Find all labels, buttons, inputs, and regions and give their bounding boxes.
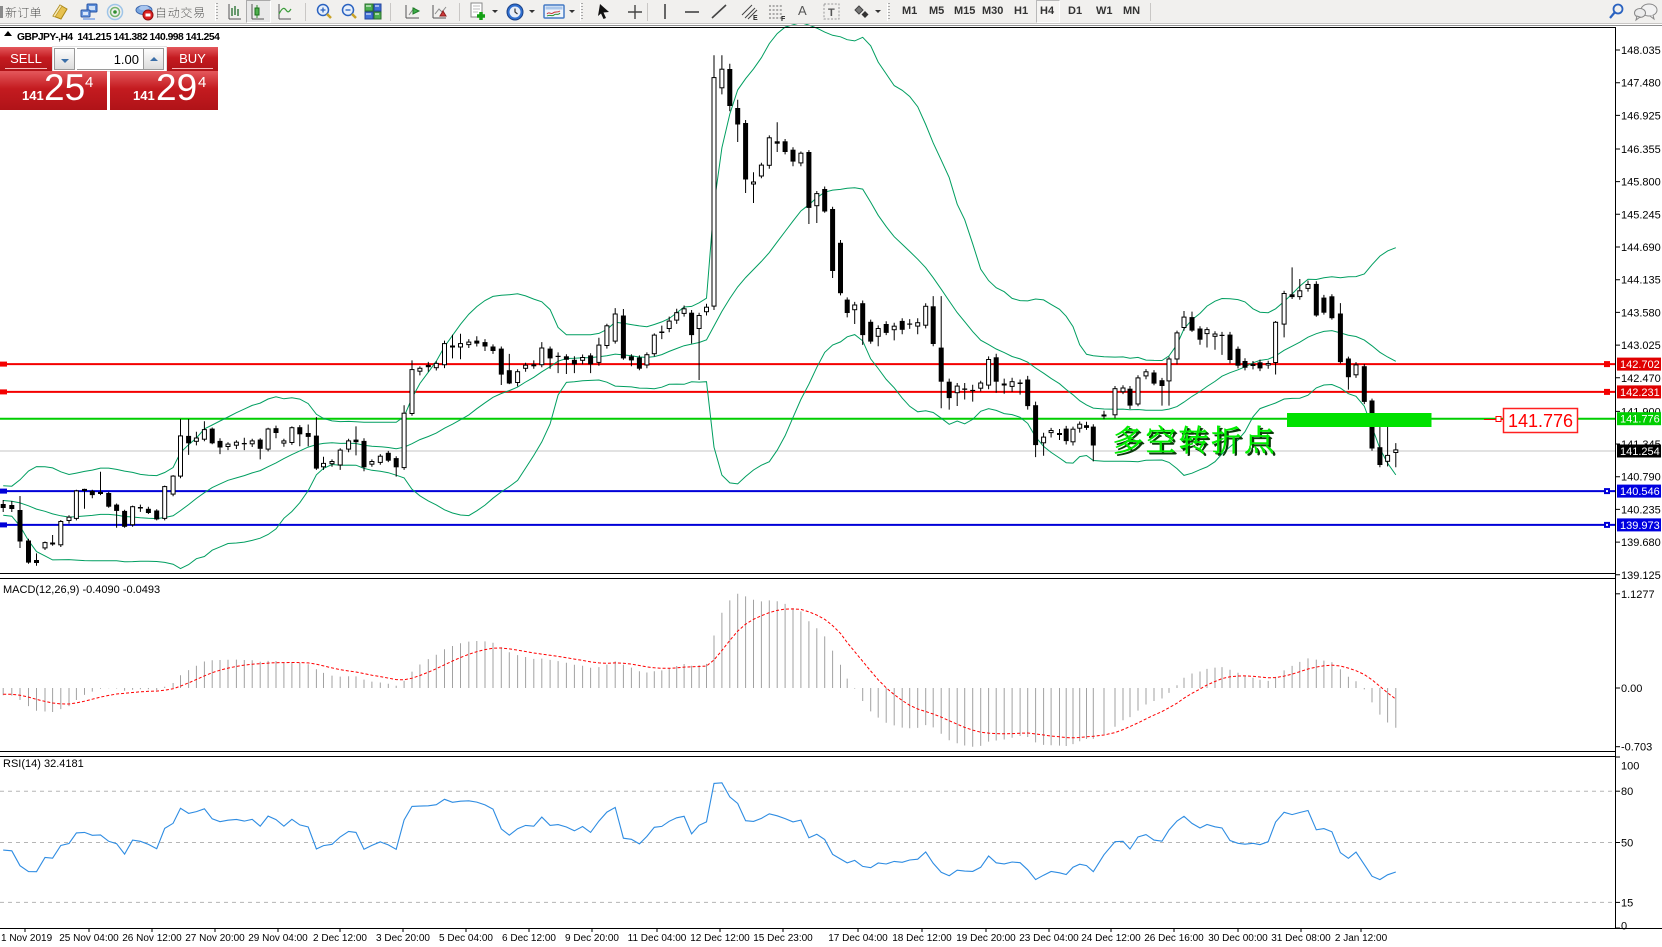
svg-text:9 Dec 20:00: 9 Dec 20:00 — [565, 933, 619, 944]
svg-text:144.135: 144.135 — [1621, 275, 1661, 287]
svg-text:147.480: 147.480 — [1621, 78, 1661, 90]
svg-text:1.1277: 1.1277 — [1621, 589, 1655, 601]
svg-text:GBPJPY-,H4 141.215 141.382 14: GBPJPY-,H4 141.215 141.382 140.998 141.2… — [17, 32, 220, 43]
svg-text:1 Nov 2019: 1 Nov 2019 — [1, 933, 53, 944]
svg-text:T: T — [828, 7, 835, 19]
svg-text:11 Dec 04:00: 11 Dec 04:00 — [628, 933, 687, 944]
svg-text:23 Dec 04:00: 23 Dec 04:00 — [1019, 933, 1079, 944]
svg-text:MACD(12,26,9) -0.4090 -0.0493: MACD(12,26,9) -0.4090 -0.0493 — [3, 584, 160, 596]
svg-text:27 Nov 20:00: 27 Nov 20:00 — [185, 933, 245, 944]
svg-text:24 Dec 12:00: 24 Dec 12:00 — [1081, 933, 1141, 944]
svg-text:25 Nov 04:00: 25 Nov 04:00 — [59, 933, 119, 944]
svg-text:15: 15 — [1621, 897, 1633, 909]
svg-text:2 Dec 12:00: 2 Dec 12:00 — [313, 933, 367, 944]
svg-text:0.00: 0.00 — [1621, 683, 1642, 695]
svg-text:29 Nov 04:00: 29 Nov 04:00 — [248, 933, 308, 944]
svg-text:2 Jan 12:00: 2 Jan 12:00 — [1335, 933, 1388, 944]
svg-text:3 Dec 20:00: 3 Dec 20:00 — [376, 933, 430, 944]
svg-text:26 Nov 12:00: 26 Nov 12:00 — [122, 933, 182, 944]
svg-text:145.800: 145.800 — [1621, 177, 1661, 189]
svg-text:50: 50 — [1621, 838, 1633, 850]
svg-text:143.025: 143.025 — [1621, 340, 1661, 352]
svg-text:140.546: 140.546 — [1620, 486, 1660, 498]
svg-text:141.254: 141.254 — [1620, 446, 1660, 458]
svg-text:144.690: 144.690 — [1621, 242, 1661, 254]
svg-text:146.355: 146.355 — [1621, 144, 1661, 156]
svg-text:146.925: 146.925 — [1621, 110, 1661, 122]
svg-text:30 Dec 00:00: 30 Dec 00:00 — [1208, 933, 1268, 944]
svg-text:5 Dec 04:00: 5 Dec 04:00 — [439, 933, 493, 944]
svg-text:142.231: 142.231 — [1620, 387, 1660, 399]
svg-text:142.470: 142.470 — [1621, 373, 1661, 385]
svg-text:17 Dec 04:00: 17 Dec 04:00 — [828, 933, 888, 944]
svg-text:F: F — [781, 16, 786, 22]
svg-text:12 Dec 12:00: 12 Dec 12:00 — [690, 933, 750, 944]
svg-text:141.776: 141.776 — [1620, 414, 1660, 426]
svg-text:141.776: 141.776 — [1508, 411, 1573, 431]
svg-text:142.702: 142.702 — [1620, 359, 1660, 371]
svg-text:19 Dec 20:00: 19 Dec 20:00 — [956, 933, 1016, 944]
svg-text:140.790: 140.790 — [1621, 472, 1661, 484]
svg-text:0: 0 — [1621, 921, 1627, 933]
svg-text:80: 80 — [1621, 786, 1633, 798]
svg-text:6 Dec 12:00: 6 Dec 12:00 — [502, 933, 556, 944]
svg-text:26 Dec 16:00: 26 Dec 16:00 — [1144, 933, 1204, 944]
svg-text:15 Dec 23:00: 15 Dec 23:00 — [753, 933, 813, 944]
svg-text:148.035: 148.035 — [1621, 45, 1661, 57]
svg-text:RSI(14) 32.4181: RSI(14) 32.4181 — [3, 758, 84, 770]
svg-text:E: E — [753, 15, 758, 22]
svg-text:139.125: 139.125 — [1621, 570, 1661, 582]
svg-text:-0.703: -0.703 — [1621, 742, 1652, 754]
svg-text:18 Dec 12:00: 18 Dec 12:00 — [892, 933, 952, 944]
svg-text:145.245: 145.245 — [1621, 209, 1661, 221]
svg-text:139.973: 139.973 — [1620, 520, 1660, 532]
svg-text:143.580: 143.580 — [1621, 307, 1661, 319]
svg-text:139.680: 139.680 — [1621, 537, 1661, 549]
svg-text:31 Dec 08:00: 31 Dec 08:00 — [1271, 933, 1331, 944]
svg-text:100: 100 — [1621, 761, 1639, 773]
svg-text:140.235: 140.235 — [1621, 504, 1661, 516]
